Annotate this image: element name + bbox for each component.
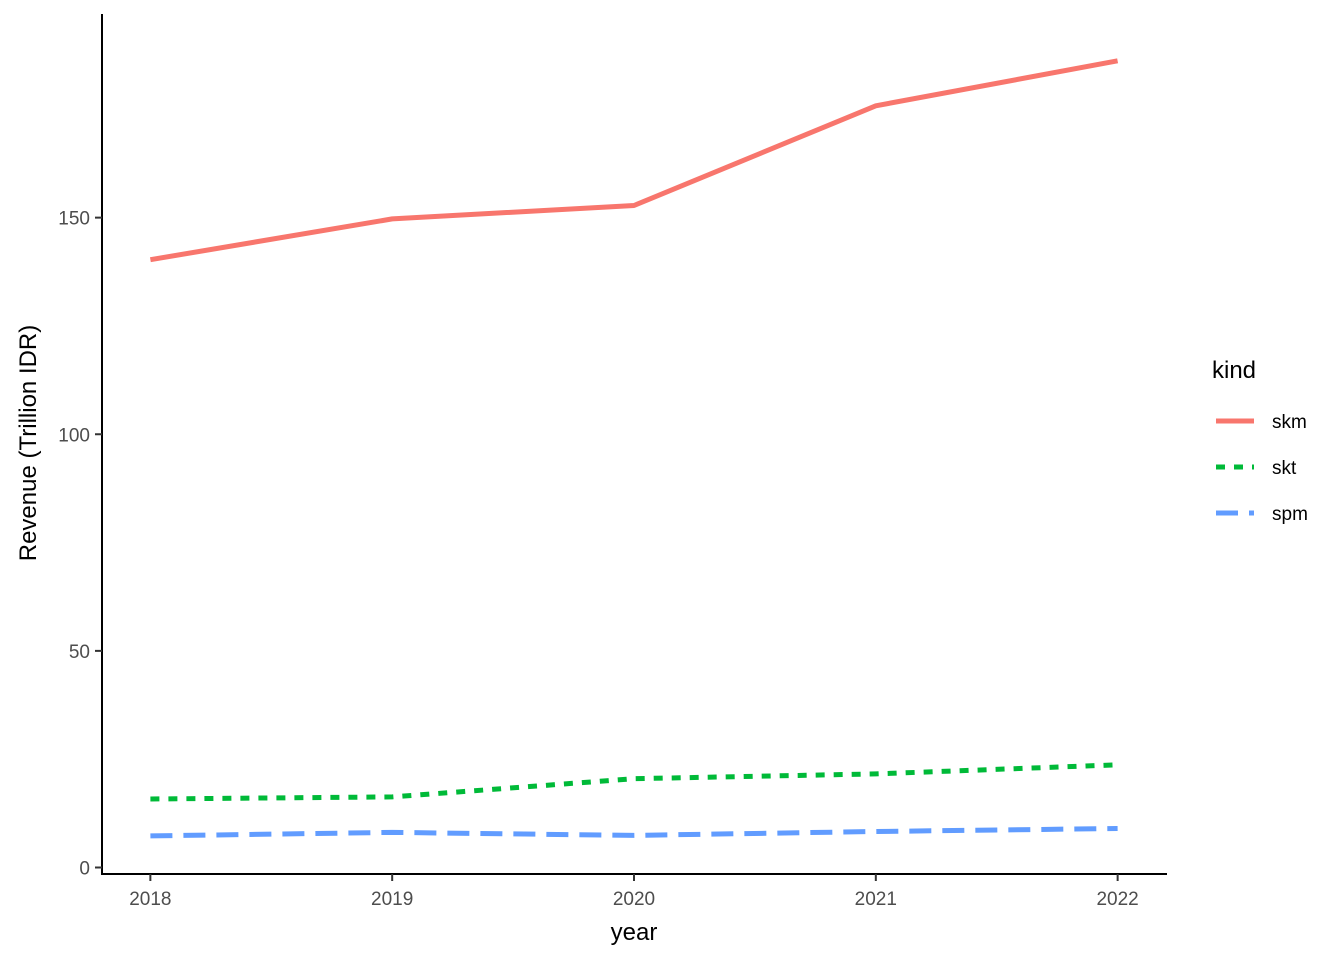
y-axis-ticks: 0 50 100 150 (58, 209, 102, 880)
series-layer (149, 58, 1119, 839)
y-tick-label: 100 (58, 425, 90, 446)
x-axis-ticks: 2018 2019 2020 2021 2022 (129, 874, 1139, 910)
series-line-spm (150, 826, 1118, 839)
legend-label-spm: spm (1272, 504, 1308, 525)
legend-label-skt: skt (1272, 458, 1297, 479)
series-line-skm (149, 58, 1119, 263)
x-axis-title: year (611, 919, 658, 946)
y-tick-label: 0 (79, 859, 90, 880)
x-tick-label: 2022 (1096, 889, 1138, 910)
legend-title: kind (1212, 357, 1256, 384)
legend: kind skm skt spm (1212, 357, 1308, 525)
x-tick-label: 2021 (855, 889, 897, 910)
y-tick-label: 150 (58, 209, 90, 230)
y-axis-title: Revenue (Trillion IDR) (15, 325, 42, 562)
legend-items: skm skt spm (1216, 412, 1308, 525)
x-tick-label: 2020 (613, 889, 655, 910)
y-tick-label: 50 (69, 642, 90, 663)
x-tick-label: 2019 (371, 889, 413, 910)
x-tick-label: 2018 (129, 889, 171, 910)
legend-label-skm: skm (1272, 412, 1307, 433)
